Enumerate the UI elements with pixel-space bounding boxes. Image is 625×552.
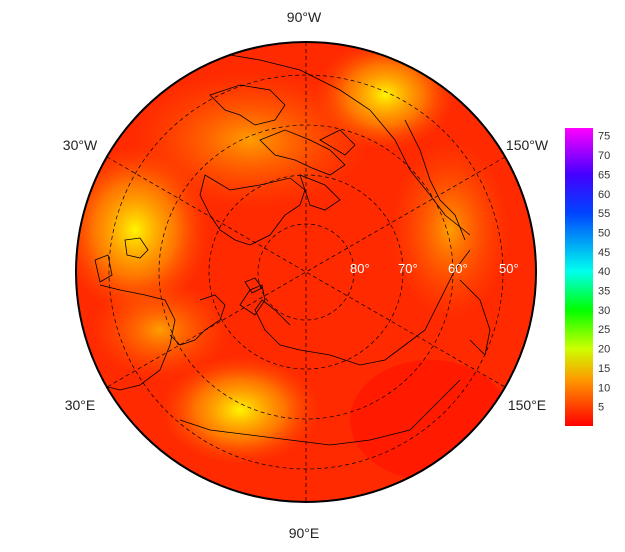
coast-taimyr — [254, 299, 291, 346]
colorbar-tick-label: 25 — [598, 324, 610, 336]
lat-label-60: 60° — [448, 261, 468, 276]
lon-label-upper-right: 150°W — [506, 137, 549, 153]
coast-north-america — [229, 54, 471, 236]
coast-alaska — [404, 119, 466, 241]
lon-label-lower-right: 150°E — [508, 397, 546, 413]
colorbar-tick-label: 20 — [598, 344, 610, 356]
lon-label-bottom: 90°E — [289, 525, 320, 541]
lon-label-top: 90°W — [287, 9, 322, 25]
colorbar-gradient — [565, 128, 593, 426]
parallel-60 — [158, 124, 454, 420]
coast-europe — [99, 284, 176, 391]
coast-novaya-zemlya — [239, 284, 266, 316]
lat-label-80: 80° — [350, 261, 370, 276]
colorbar-tick-label: 30 — [598, 305, 610, 317]
coast-svalbard — [244, 277, 263, 294]
cool-region-east-asia — [350, 360, 510, 480]
colorbar-tick-label: 15 — [598, 363, 610, 375]
graticule — [106, 42, 506, 502]
colorbar-tick-label: 5 — [598, 402, 604, 414]
colorbar-tick-label: 35 — [598, 286, 610, 298]
colorbar-tick-label: 55 — [598, 208, 610, 220]
coastlines — [94, 54, 491, 446]
colorbar-tick-label: 40 — [598, 266, 610, 278]
colorbar: 75 70 65 60 55 50 45 40 35 30 25 20 15 1… — [565, 128, 610, 426]
warm-region-europe — [90, 280, 230, 380]
colorbar-tick-label: 60 — [598, 189, 610, 201]
coast-kamchatka — [459, 279, 491, 356]
map-border — [75, 41, 537, 503]
colorbar-tick-label: 50 — [598, 228, 610, 240]
coast-iceland — [124, 237, 149, 259]
colorbar-tick-label: 10 — [598, 382, 610, 394]
colorbar-tick-label: 70 — [598, 150, 610, 162]
coast-scandinavia — [169, 294, 226, 346]
warm-region-north-pacific — [390, 140, 510, 320]
lat-label-70: 70° — [398, 261, 418, 276]
coast-siberia-east — [279, 249, 471, 366]
coast-hudson-bay — [209, 84, 286, 126]
lat-label-50: 50° — [499, 261, 519, 276]
coast-asia-interior — [179, 379, 461, 446]
warm-region-siberia — [160, 355, 320, 465]
coast-canadian-archipelago — [259, 129, 356, 211]
colorbar-tick-label: 65 — [598, 169, 610, 181]
colorbar-tick-label: 75 — [598, 131, 610, 143]
coast-uk — [94, 254, 113, 283]
colorbar-ticks: 75 70 65 60 55 50 45 40 35 30 25 20 15 1… — [598, 131, 610, 414]
lon-label-lower-left: 30°E — [65, 397, 96, 413]
data-field — [76, 42, 536, 502]
lon-label-upper-left: 30°W — [63, 137, 98, 153]
colorbar-tick-label: 45 — [598, 247, 610, 259]
